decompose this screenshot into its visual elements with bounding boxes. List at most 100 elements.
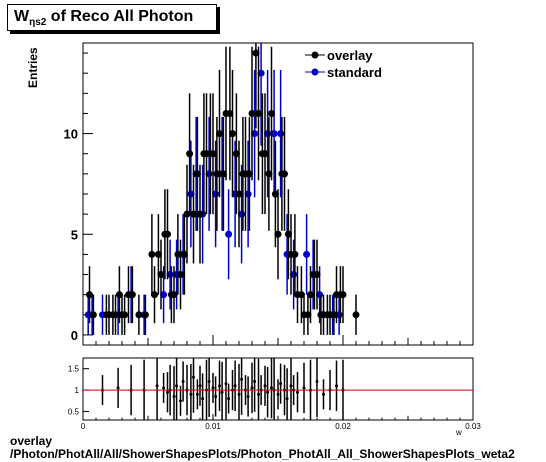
overlay-point <box>128 291 136 299</box>
ratio-point <box>166 390 169 394</box>
y-tick-label: 5 <box>71 227 78 242</box>
ratio-point <box>276 392 280 396</box>
ratio-point <box>296 390 299 394</box>
overlay-point <box>183 210 191 218</box>
chart-title: Wηs2 of Reco All Photon <box>14 8 193 28</box>
overlay-point <box>339 291 347 299</box>
overlay-point <box>157 271 165 279</box>
ratio-point <box>237 392 241 396</box>
ratio-point <box>198 384 202 388</box>
ratio-y-tick-label: 0.5 <box>68 407 80 416</box>
x-tick-label: 0.01 <box>205 422 221 431</box>
x-axis-label: w <box>455 428 462 437</box>
overlay-point <box>304 311 312 319</box>
overlay-point <box>268 109 275 117</box>
overlay-point <box>196 210 204 218</box>
legend-overlay-marker <box>311 51 319 59</box>
footer-label: overlay <box>10 434 53 448</box>
ratio-point <box>172 394 176 398</box>
ratio-point <box>214 394 218 398</box>
ratio-point <box>201 397 205 401</box>
standard-point <box>303 250 311 258</box>
ratio-point <box>246 394 250 398</box>
overlay-point <box>135 311 143 319</box>
overlay-point <box>121 311 129 319</box>
ratio-point <box>270 386 273 390</box>
standard-point <box>257 69 265 77</box>
x-tick-label: 0 <box>81 422 86 431</box>
ratio-point <box>250 386 254 390</box>
overlay-point <box>226 109 234 117</box>
title-main: W <box>14 8 30 25</box>
ratio-point <box>263 384 267 388</box>
overlay-point <box>265 170 273 178</box>
ratio-point <box>233 384 237 388</box>
overlay-point <box>219 170 227 178</box>
ratio-point <box>218 384 221 388</box>
overlay-point <box>216 130 223 138</box>
ratio-point <box>240 377 244 381</box>
title-box: Wηs2 of Reco All Photon <box>7 4 217 31</box>
overlay-point <box>235 190 243 198</box>
overlay-point <box>86 291 93 299</box>
overlay-point <box>213 170 221 178</box>
title-rest: of Reco All Photon <box>46 8 194 25</box>
ratio-point <box>257 392 260 396</box>
overlay-point <box>248 109 256 117</box>
main-data-marks <box>84 43 360 335</box>
overlay-point <box>245 170 253 178</box>
ratio-point <box>192 375 195 379</box>
overlay-point <box>252 49 260 57</box>
ratio-point <box>155 384 159 388</box>
ratio-y-tick-label: 1.5 <box>68 365 80 374</box>
overlay-point <box>164 230 171 238</box>
x-tick-label: 0.02 <box>335 422 351 431</box>
ratio-point <box>220 390 224 394</box>
legend-standard-label: standard <box>327 65 382 80</box>
ratio-point <box>315 380 319 384</box>
ratio-point <box>302 386 306 390</box>
overlay-point <box>141 311 149 319</box>
legend-standard-marker <box>311 68 319 76</box>
legend: overlay standard <box>305 48 382 80</box>
overlay-point <box>261 150 269 158</box>
overlay-point <box>291 250 299 258</box>
standard-point <box>270 130 278 138</box>
overlay-point <box>186 150 194 158</box>
overlay-point <box>174 250 182 258</box>
ratio-point <box>189 392 193 396</box>
overlay-point <box>112 311 119 319</box>
ratio-point <box>322 392 325 396</box>
overlay-point <box>297 291 305 299</box>
ratio-point <box>279 382 283 386</box>
ratio-data-marks <box>83 358 473 420</box>
overlay-point <box>307 291 314 299</box>
ratio-point <box>195 392 199 396</box>
ratio-point <box>207 380 211 384</box>
ratio-point <box>227 397 231 401</box>
x-ticks: 0 0.01 0.02 0.03 <box>81 335 481 431</box>
ratio-point <box>285 397 289 401</box>
ratio-point <box>266 390 270 394</box>
overlay-point <box>177 271 184 279</box>
x-tick-label: 0.03 <box>465 422 481 431</box>
overlay-point <box>229 130 236 138</box>
ratio-point <box>335 384 338 388</box>
ratio-point <box>162 386 166 390</box>
overlay-point <box>154 250 162 258</box>
overlay-point <box>115 291 123 299</box>
ratio-point <box>253 380 257 384</box>
overlay-point <box>209 150 217 158</box>
legend-overlay-label: overlay <box>327 48 373 63</box>
ratio-point <box>179 399 182 403</box>
ratio-point <box>224 382 228 386</box>
overlay-point <box>255 109 262 117</box>
overlay-point <box>148 250 156 258</box>
overlay-point <box>151 291 158 299</box>
overlay-point <box>313 271 321 279</box>
y-tick-label: 10 <box>64 127 78 142</box>
overlay-point <box>89 311 97 319</box>
standard-point <box>225 230 233 238</box>
overlay-point <box>271 190 279 198</box>
